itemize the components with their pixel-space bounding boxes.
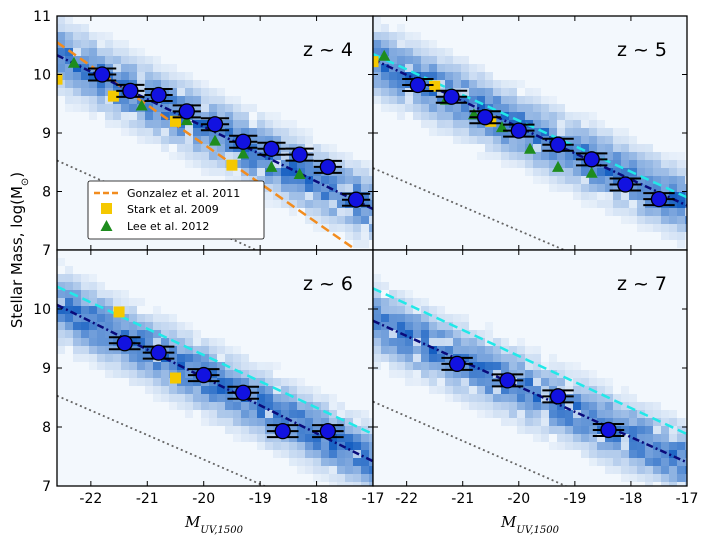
x-tick-label: -21 [136,491,159,507]
stark-point [113,306,125,318]
y-tick-label: 7 [42,479,51,495]
lee-point [293,167,306,179]
x-tick-label: -19 [563,491,586,507]
panel-redshift-label: z ~ 5 [617,39,667,61]
median-point [150,86,167,104]
median-point [150,344,167,361]
x-tick-label: -18 [619,491,642,507]
lee-point [495,121,508,133]
y-tick-label: 8 [42,420,51,436]
lee-point [237,147,250,159]
median-point [583,151,600,168]
panel-redshift-label: z ~ 4 [303,39,353,61]
x-tick-label: -20 [507,491,530,507]
y-tick-label: 11 [33,9,51,25]
legend-lee-label: Lee et al. 2012 [127,220,209,233]
panel-redshift-label: z ~ 7 [617,273,667,295]
lee-point [552,160,565,172]
x-tick-label: -17 [676,491,699,507]
x-tick-label: -20 [192,491,215,507]
lee-point [265,160,278,172]
x-axis-label-right: MUV,1500 [500,513,560,536]
stark-point [226,159,238,171]
stark-point [170,115,181,127]
x-tick-label: -18 [305,491,328,507]
stark-point [373,56,379,68]
median-point [448,355,466,373]
legend-gonzalez-label: Gonzalez et al. 2011 [127,187,240,200]
y-tick-label: 10 [33,68,51,84]
legend-box [87,180,265,240]
lower-limit-line [373,167,567,250]
median-point [549,136,567,153]
median-point [235,133,252,150]
best-fit-line [373,319,687,464]
panel-plot-area [57,250,373,486]
median-point [263,140,280,157]
reference-fit-line [373,287,687,436]
median-point [476,109,494,126]
median-point [116,335,133,352]
lee-point [67,56,80,68]
panel-plot-area [373,16,687,250]
median-point [235,384,252,401]
median-point [93,66,111,83]
legend-stark-marker [101,203,112,214]
lee-point [135,99,148,111]
stark-point [57,73,63,85]
median-point [347,191,365,208]
median-point [617,176,634,193]
y-tick-label: 7 [42,243,51,259]
y-tick-label: 9 [42,361,51,377]
best-fit-line [57,303,373,463]
y-axis-label: Stellar Mass, log(M⊙) [8,172,31,328]
x-tick-label: -21 [451,491,474,507]
y-tick-label: 10 [33,302,51,318]
median-point [650,190,668,208]
x-axis-label-left: MUV,1500 [184,513,244,536]
stark-point [429,80,441,92]
median-point [291,146,308,163]
stark-point [107,90,119,102]
panel-redshift-label: z ~ 6 [303,273,353,295]
median-point [443,88,460,105]
lower-limit-line [373,400,568,486]
median-point [499,372,516,389]
reference-fit-line [373,52,687,199]
x-tick-label: -22 [395,491,418,507]
y-tick-label: 8 [42,185,51,201]
x-tick-label: -22 [79,491,102,507]
median-point [274,422,291,440]
median-point [206,116,224,133]
x-tick-label: -17 [362,491,385,507]
median-point [510,122,527,139]
median-point [409,76,427,94]
median-point [319,158,337,176]
lee-point [524,142,536,154]
median-point [178,103,195,120]
y-tick-label: 9 [42,126,51,142]
median-point [195,366,212,384]
panel-2: z ~ 5 [372,15,688,251]
reference-fit-line [57,285,373,436]
legend-stark-label: Stark et al. 2009 [127,203,219,216]
legend: Gonzalez et al. 2011 Stark et al. 2009 L… [87,180,265,240]
best-fit-line [373,58,687,207]
panel-plot-area [373,250,687,486]
x-tick-label: -19 [249,491,272,507]
legend-lee-marker [100,220,113,231]
median-point [319,422,337,440]
lee-point [209,134,221,146]
lee-point [180,114,193,126]
panel-4: -22 -21 -20 -19 -18 -17 z ~ 7 [372,249,699,507]
median-point [122,82,139,100]
median-point [549,388,567,405]
median-point [600,421,617,439]
lee-point [378,49,391,61]
panel-3: -22 -21 -20 -19 -18 -17 7 8 9 10 z ~ 6 [33,249,385,507]
stark-point [170,372,181,384]
lee-point [585,166,598,178]
